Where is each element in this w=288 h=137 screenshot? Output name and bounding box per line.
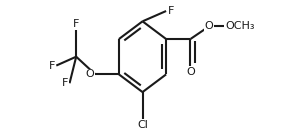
Text: F: F: [62, 78, 68, 88]
Text: OCH₃: OCH₃: [226, 22, 255, 32]
Text: F: F: [168, 6, 174, 16]
Text: F: F: [48, 61, 55, 71]
Text: O: O: [204, 22, 213, 32]
Text: O: O: [186, 67, 195, 77]
Text: Cl: Cl: [137, 120, 148, 130]
Text: F: F: [73, 19, 79, 29]
Text: O: O: [85, 69, 94, 79]
